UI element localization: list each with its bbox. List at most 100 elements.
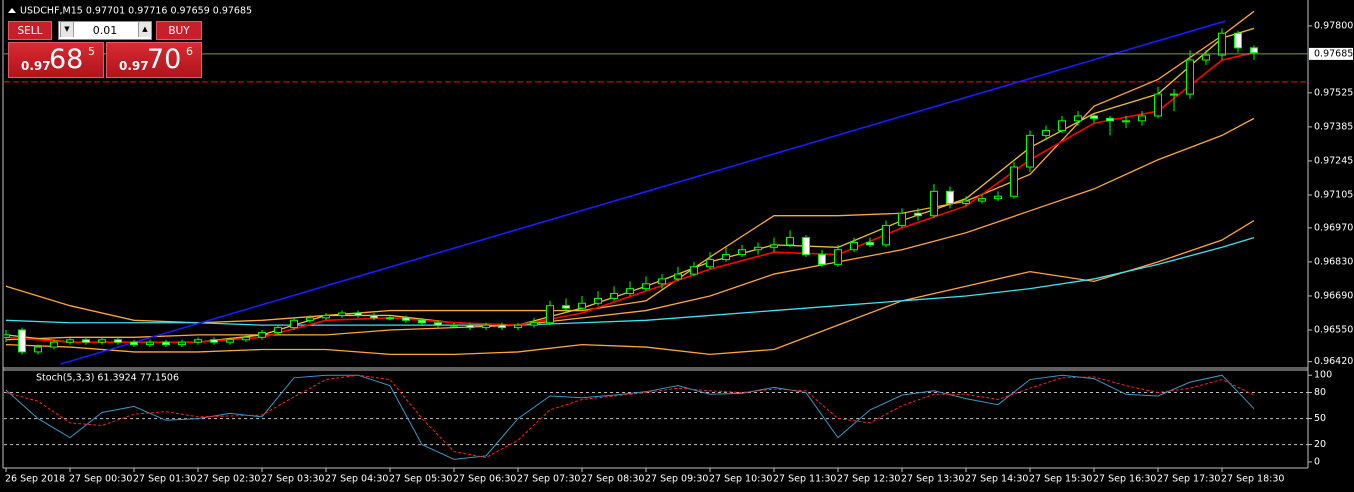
candle-body	[1026, 134, 1034, 168]
x-tick-label: 27 Sep 13:30	[901, 474, 964, 485]
indicator-title: Stoch(5,3,3) 61.3924 77.1506	[36, 373, 179, 384]
big-figure: 0.97	[119, 59, 149, 73]
x-tick-label: 27 Sep 10:30	[709, 474, 772, 485]
x-tick-label: 27 Sep 09:30	[645, 474, 708, 485]
buy-button[interactable]: BUY	[156, 21, 202, 40]
pips: 68	[49, 44, 84, 75]
candle-body	[578, 302, 586, 309]
candle-body	[1074, 115, 1082, 122]
one-click-trading: SELL 0.01 ▼ ▲ BUY 0.97 68 5 0.97 70 6	[8, 21, 204, 78]
y-tick-label: 20	[1314, 439, 1326, 450]
y-tick-label: 0.96690	[1314, 290, 1353, 301]
candle-body	[898, 212, 906, 226]
y-tick-label: 0.96970	[1314, 222, 1353, 233]
plot-area	[4, 10, 1308, 365]
candle-body	[882, 224, 890, 246]
candle-body	[50, 341, 58, 348]
indicator-line	[5, 117, 1255, 341]
candle-body	[610, 293, 618, 299]
candle-body	[738, 249, 746, 256]
trendline	[60, 20, 1226, 365]
candle-body	[1042, 130, 1050, 136]
candle-body	[4, 334, 10, 338]
candle-body	[1154, 93, 1162, 117]
point: 5	[88, 45, 95, 58]
x-tick-label: 27 Sep 04:30	[325, 474, 388, 485]
candle-body	[818, 254, 826, 265]
x-tick-label: 27 Sep 02:30	[197, 474, 260, 485]
y-tick-label: 0.97105	[1314, 190, 1353, 201]
candle-body	[162, 341, 170, 346]
candle-body	[1090, 115, 1098, 119]
candle-body	[274, 327, 282, 333]
sell-price[interactable]: 0.97 68 5	[8, 42, 104, 78]
buy-price[interactable]: 0.97 70 6	[106, 42, 202, 78]
x-tick-label: 26 Sep 2018	[5, 474, 65, 485]
indicator-line	[5, 10, 1255, 324]
bid-label: 0.97685	[1314, 48, 1353, 59]
candle-body	[338, 312, 346, 316]
candle-body	[1170, 93, 1178, 96]
x-tick-label: 27 Sep 12:30	[837, 474, 900, 485]
lot-up[interactable]: ▲	[138, 22, 152, 37]
big-figure: 0.97	[21, 59, 51, 73]
pips: 70	[147, 44, 182, 75]
candle-body	[946, 190, 954, 205]
candle-body	[802, 237, 810, 256]
candle-body	[354, 312, 362, 316]
candle-body	[1058, 120, 1066, 132]
indicator-line	[5, 219, 1255, 356]
y-tick-label: 0.97800	[1314, 20, 1353, 31]
x-tick-label: 27 Sep 08:30	[581, 474, 644, 485]
candle-body	[562, 305, 570, 309]
candle-body	[914, 212, 922, 217]
candle-body	[210, 339, 218, 343]
candle-body	[402, 317, 410, 321]
x-tick-label: 27 Sep 00:30	[69, 474, 132, 485]
y-tick-label: 100	[1314, 370, 1332, 381]
collapse-icon[interactable]	[8, 8, 16, 13]
x-tick-label: 27 Sep 16:30	[1093, 474, 1156, 485]
candle-body	[962, 200, 970, 205]
x-tick-label: 27 Sep 17:30	[1157, 474, 1220, 485]
candle-body	[706, 258, 714, 268]
candle-body	[418, 319, 426, 324]
candle-body	[690, 266, 698, 275]
lot-down[interactable]: ▼	[60, 22, 74, 37]
candle-body	[866, 241, 874, 246]
candle-body	[322, 314, 330, 319]
candle-body	[1202, 54, 1210, 61]
candle-body	[626, 288, 634, 295]
candle-body	[546, 305, 554, 324]
candle-body	[450, 324, 458, 327]
candle-body	[370, 314, 378, 319]
candle-body	[930, 190, 938, 217]
indicator-line	[5, 374, 1255, 460]
candle-body	[1186, 59, 1194, 95]
candle-body	[514, 324, 522, 329]
y-tick-label: 50	[1314, 413, 1326, 424]
x-tick-label: 27 Sep 05:30	[389, 474, 452, 485]
candle-body	[466, 324, 474, 329]
candle-body	[18, 329, 26, 353]
candle-body	[994, 195, 1002, 200]
y-tick-label: 0.97245	[1314, 155, 1353, 166]
lot-input[interactable]: 0.01	[58, 21, 152, 40]
candle-body	[82, 339, 90, 343]
sell-button[interactable]: SELL	[8, 21, 52, 40]
x-tick-label: 27 Sep 14:30	[965, 474, 1028, 485]
y-tick-label: 80	[1314, 387, 1326, 398]
candle-body	[498, 324, 506, 329]
x-tick-label: 27 Sep 06:30	[453, 474, 516, 485]
candle-body	[434, 322, 442, 326]
y-tick-label: 0	[1314, 456, 1320, 467]
indicator-area	[4, 374, 1308, 460]
candle-body	[786, 237, 794, 246]
candle-body	[1218, 32, 1226, 56]
candle-body	[722, 254, 730, 260]
candle-body	[34, 346, 42, 353]
candle-body	[834, 249, 842, 265]
candle-body	[146, 341, 154, 346]
